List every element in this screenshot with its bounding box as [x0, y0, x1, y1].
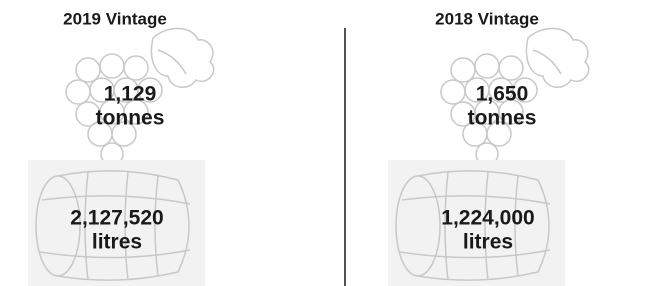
wine-unit: litres	[463, 231, 513, 254]
grape-value: 1,129	[104, 83, 157, 106]
column-title: 2019 Vintage	[63, 9, 167, 28]
vintage-infographic: 2019 Vintage 1,129 tonnes 2,127,520 litr…	[0, 0, 652, 286]
column: 2019 Vintage 1,129 tonnes 2,127,520 litr…	[28, 9, 214, 286]
column-title: 2018 Vintage	[435, 9, 539, 28]
column: 2018 Vintage 1,650 tonnes 1,224,000 litr…	[388, 9, 589, 286]
wine-value: 1,224,000	[441, 207, 534, 230]
wine-value: 2,127,520	[70, 207, 163, 230]
grape-unit: tonnes	[468, 107, 537, 130]
grape-value: 1,650	[476, 83, 529, 106]
grape-unit: tonnes	[96, 107, 165, 130]
wine-unit: litres	[92, 231, 142, 254]
